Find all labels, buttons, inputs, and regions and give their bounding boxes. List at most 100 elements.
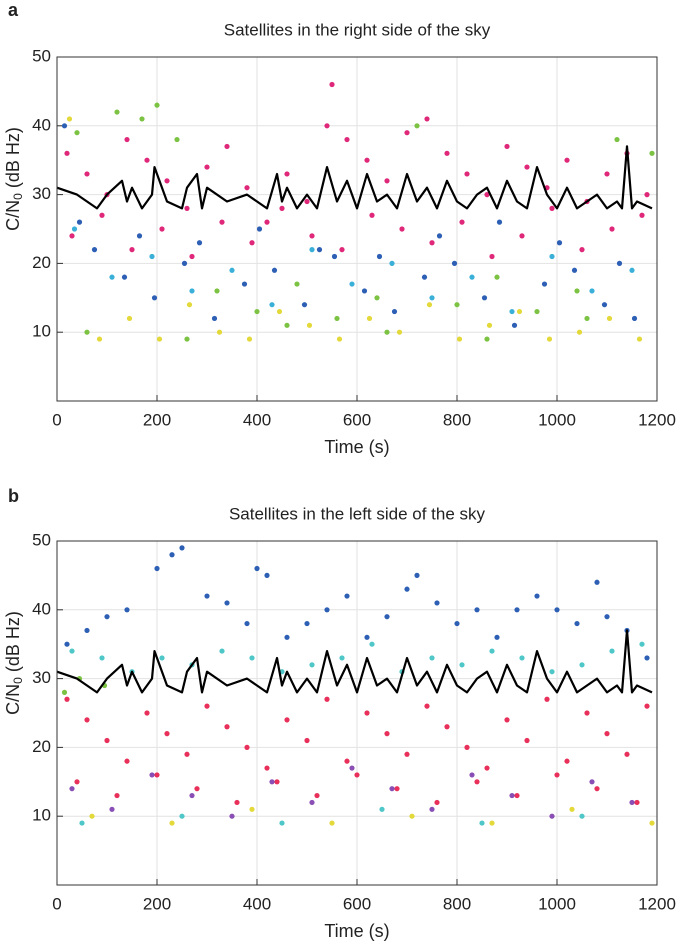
x-tick-label: 400 bbox=[243, 410, 271, 429]
point bbox=[474, 607, 480, 613]
point bbox=[366, 315, 373, 322]
point bbox=[229, 267, 235, 273]
point bbox=[464, 744, 470, 751]
point bbox=[459, 219, 465, 225]
point bbox=[74, 779, 80, 785]
line bbox=[56, 145, 653, 210]
y-tick-label: 50 bbox=[32, 530, 51, 549]
point bbox=[414, 123, 420, 129]
point bbox=[69, 786, 75, 792]
point bbox=[391, 308, 398, 315]
y-tick-label: 30 bbox=[32, 668, 51, 687]
point bbox=[69, 648, 75, 654]
point bbox=[246, 336, 253, 342]
point bbox=[579, 813, 585, 819]
point bbox=[149, 253, 155, 260]
y-axis-label-main: C/N bbox=[3, 684, 23, 715]
point bbox=[444, 724, 450, 730]
point bbox=[574, 288, 580, 294]
point bbox=[216, 329, 223, 335]
point bbox=[579, 247, 585, 253]
point bbox=[349, 765, 355, 771]
point bbox=[324, 696, 330, 702]
point bbox=[639, 641, 645, 647]
point bbox=[114, 792, 120, 799]
point bbox=[509, 792, 515, 799]
plot-frame bbox=[56, 540, 658, 886]
point bbox=[256, 226, 263, 232]
point bbox=[264, 765, 270, 771]
point bbox=[304, 737, 310, 744]
point bbox=[264, 219, 270, 225]
point bbox=[164, 178, 170, 184]
point bbox=[66, 116, 73, 122]
point bbox=[184, 751, 190, 757]
point bbox=[609, 648, 615, 654]
panel: 0 200 400 600 800 1000 1200 10 20 30 40 50 Satellite… bbox=[3, 0, 676, 457]
point bbox=[234, 799, 240, 806]
point bbox=[389, 260, 395, 266]
point bbox=[629, 267, 635, 273]
point bbox=[204, 703, 210, 709]
point bbox=[114, 109, 120, 115]
point bbox=[514, 792, 520, 799]
point bbox=[399, 226, 405, 232]
point bbox=[481, 295, 488, 301]
point bbox=[534, 308, 540, 315]
point bbox=[564, 157, 570, 163]
point bbox=[629, 799, 635, 806]
point bbox=[576, 329, 583, 335]
point bbox=[426, 302, 433, 308]
point bbox=[361, 288, 368, 294]
y-tick-label: 20 bbox=[32, 253, 51, 272]
point bbox=[329, 81, 335, 88]
point bbox=[169, 552, 175, 558]
y-axis-label-rest: (dB Hz) bbox=[3, 611, 23, 677]
panel: 0 200 400 600 800 1000 1200 10 20 30 40 50 Satellite… bbox=[3, 486, 676, 941]
point bbox=[169, 820, 175, 826]
point bbox=[436, 233, 443, 239]
point bbox=[271, 267, 278, 273]
point bbox=[64, 641, 70, 647]
point bbox=[394, 786, 400, 792]
point bbox=[496, 219, 503, 225]
point bbox=[544, 696, 550, 702]
point bbox=[424, 116, 430, 122]
point bbox=[489, 648, 495, 654]
point bbox=[244, 744, 250, 751]
point bbox=[224, 143, 230, 150]
point bbox=[189, 253, 195, 260]
point bbox=[454, 620, 460, 627]
x-tick-label: 0 bbox=[52, 410, 61, 429]
panel-label: a bbox=[8, 0, 19, 20]
y-axis-label-rest: (dB Hz) bbox=[3, 127, 23, 193]
point bbox=[584, 710, 590, 716]
point bbox=[519, 233, 525, 239]
point bbox=[519, 655, 525, 661]
y-tick-label: 50 bbox=[32, 46, 51, 65]
point bbox=[154, 772, 160, 778]
point bbox=[306, 322, 313, 328]
point bbox=[304, 198, 310, 205]
point bbox=[489, 820, 495, 826]
point bbox=[269, 302, 275, 308]
point bbox=[606, 315, 613, 322]
point bbox=[309, 247, 315, 253]
point bbox=[309, 799, 315, 806]
x-tick-label: 800 bbox=[443, 410, 471, 429]
panel-label: b bbox=[8, 486, 19, 506]
y-axis-label-sub: 0 bbox=[11, 193, 25, 200]
point bbox=[469, 274, 475, 280]
point bbox=[76, 219, 83, 225]
point bbox=[181, 260, 188, 266]
point bbox=[211, 315, 218, 322]
point bbox=[384, 614, 390, 620]
point bbox=[276, 308, 283, 315]
point bbox=[364, 634, 370, 640]
x-tick-label: 800 bbox=[443, 894, 471, 913]
point bbox=[61, 123, 68, 129]
point bbox=[514, 607, 520, 613]
point bbox=[189, 792, 195, 799]
point bbox=[429, 655, 435, 661]
